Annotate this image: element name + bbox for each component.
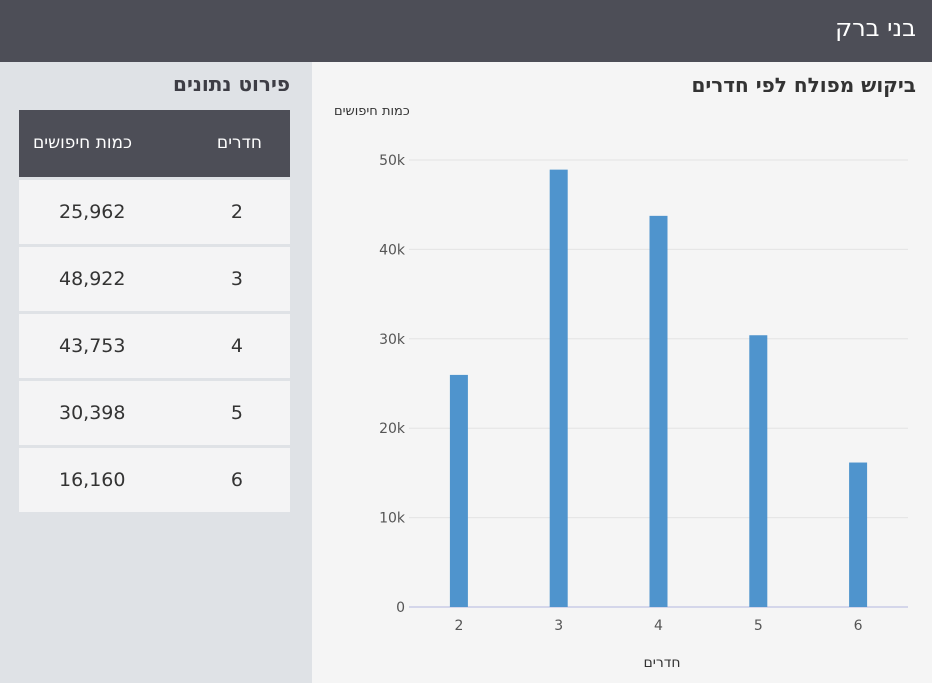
- y-axis-label: כמות חיפושים: [334, 104, 410, 119]
- row-rooms: 4: [230, 335, 243, 357]
- x-tick-label: 4: [654, 618, 663, 634]
- y-tick-label: 30k: [379, 332, 406, 348]
- x-tick-label: 3: [554, 618, 563, 634]
- y-ticks: 0 10k 20k 30k 40k 50k: [379, 153, 406, 616]
- bar-rooms-3[interactable]: [549, 169, 568, 607]
- table-row: 2 25,962: [19, 177, 290, 244]
- row-count: 48,922: [59, 268, 126, 290]
- y-tick-label: 0: [396, 600, 405, 616]
- table-header: חדרים כמות חיפושים: [19, 110, 290, 177]
- data-sidebar: פירוט נתונים חדרים כמות חיפושים 2 25,962…: [0, 62, 312, 683]
- table-row: 3 48,922: [19, 244, 290, 311]
- bars: [449, 169, 868, 607]
- row-rooms: 3: [230, 268, 243, 290]
- chart-title: ביקוש מפולח לפי חדרים: [691, 73, 916, 97]
- x-tick-label: 5: [754, 618, 763, 634]
- row-rooms: 6: [230, 469, 243, 491]
- x-axis-label: חדרים: [643, 655, 680, 671]
- x-ticks: 2 3 4 5 6: [454, 618, 862, 634]
- row-count: 16,160: [59, 469, 126, 491]
- row-rooms: 5: [230, 402, 243, 424]
- row-rooms: 2: [230, 201, 243, 223]
- x-tick-label: 6: [854, 618, 863, 634]
- y-tick-label: 40k: [379, 242, 406, 258]
- table-row: 4 43,753: [19, 311, 290, 378]
- table-row: 5 30,398: [19, 378, 290, 445]
- y-tick-label: 50k: [379, 153, 406, 169]
- header-count: כמות חיפושים: [33, 133, 133, 153]
- sidebar-heading: פירוט נתונים: [173, 72, 290, 96]
- bar-chart: 0 10k 20k 30k 40k 50k 2 3 4 5 6 חדרים: [379, 153, 908, 671]
- city-title: בני ברק: [835, 14, 916, 42]
- row-count: 30,398: [59, 402, 126, 424]
- bar-rooms-6[interactable]: [849, 462, 868, 607]
- header-rooms: חדרים: [216, 133, 262, 153]
- table-row: 6 16,160: [19, 445, 290, 512]
- row-count: 43,753: [59, 335, 126, 357]
- y-tick-label: 10k: [379, 511, 406, 527]
- data-table: חדרים כמות חיפושים 2 25,962 3 48,922 4 4…: [19, 110, 290, 512]
- x-tick-label: 2: [454, 618, 463, 634]
- bar-rooms-4[interactable]: [649, 215, 668, 607]
- y-tick-label: 20k: [379, 421, 406, 437]
- chart-panel: ביקוש מפולח לפי חדרים כמות חיפושים 0 10k 2…: [312, 62, 932, 683]
- top-bar: בני ברק: [0, 0, 932, 62]
- row-count: 25,962: [59, 201, 126, 223]
- bar-rooms-5[interactable]: [749, 335, 768, 607]
- bar-rooms-2[interactable]: [449, 374, 468, 607]
